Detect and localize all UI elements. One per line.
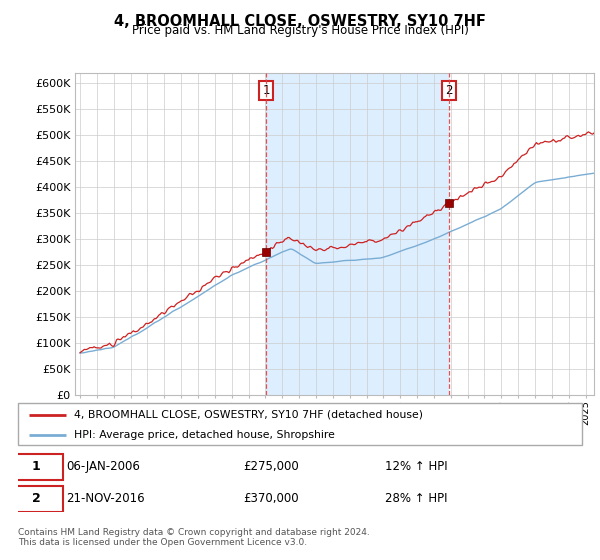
Text: 1: 1	[32, 460, 41, 473]
Text: 28% ↑ HPI: 28% ↑ HPI	[385, 492, 447, 505]
Text: 2: 2	[32, 492, 41, 505]
Text: 4, BROOMHALL CLOSE, OSWESTRY, SY10 7HF (detached house): 4, BROOMHALL CLOSE, OSWESTRY, SY10 7HF (…	[74, 410, 424, 420]
Text: 06-JAN-2006: 06-JAN-2006	[66, 460, 140, 473]
Text: £275,000: £275,000	[244, 460, 299, 473]
Text: £370,000: £370,000	[244, 492, 299, 505]
Text: 2: 2	[445, 84, 452, 97]
Bar	[266, 73, 449, 395]
Text: 12% ↑ HPI: 12% ↑ HPI	[385, 460, 447, 473]
Text: 21-NOV-2016: 21-NOV-2016	[66, 492, 145, 505]
Text: Contains HM Land Registry data © Crown copyright and database right 2024.
This d: Contains HM Land Registry data © Crown c…	[18, 528, 370, 547]
FancyBboxPatch shape	[18, 403, 582, 445]
Text: HPI: Average price, detached house, Shropshire: HPI: Average price, detached house, Shro…	[74, 430, 335, 440]
Text: 4, BROOMHALL CLOSE, OSWESTRY, SY10 7HF: 4, BROOMHALL CLOSE, OSWESTRY, SY10 7HF	[114, 14, 486, 29]
Text: Price paid vs. HM Land Registry's House Price Index (HPI): Price paid vs. HM Land Registry's House …	[131, 24, 469, 37]
FancyBboxPatch shape	[10, 486, 63, 512]
Text: 1: 1	[262, 84, 270, 97]
FancyBboxPatch shape	[10, 454, 63, 480]
